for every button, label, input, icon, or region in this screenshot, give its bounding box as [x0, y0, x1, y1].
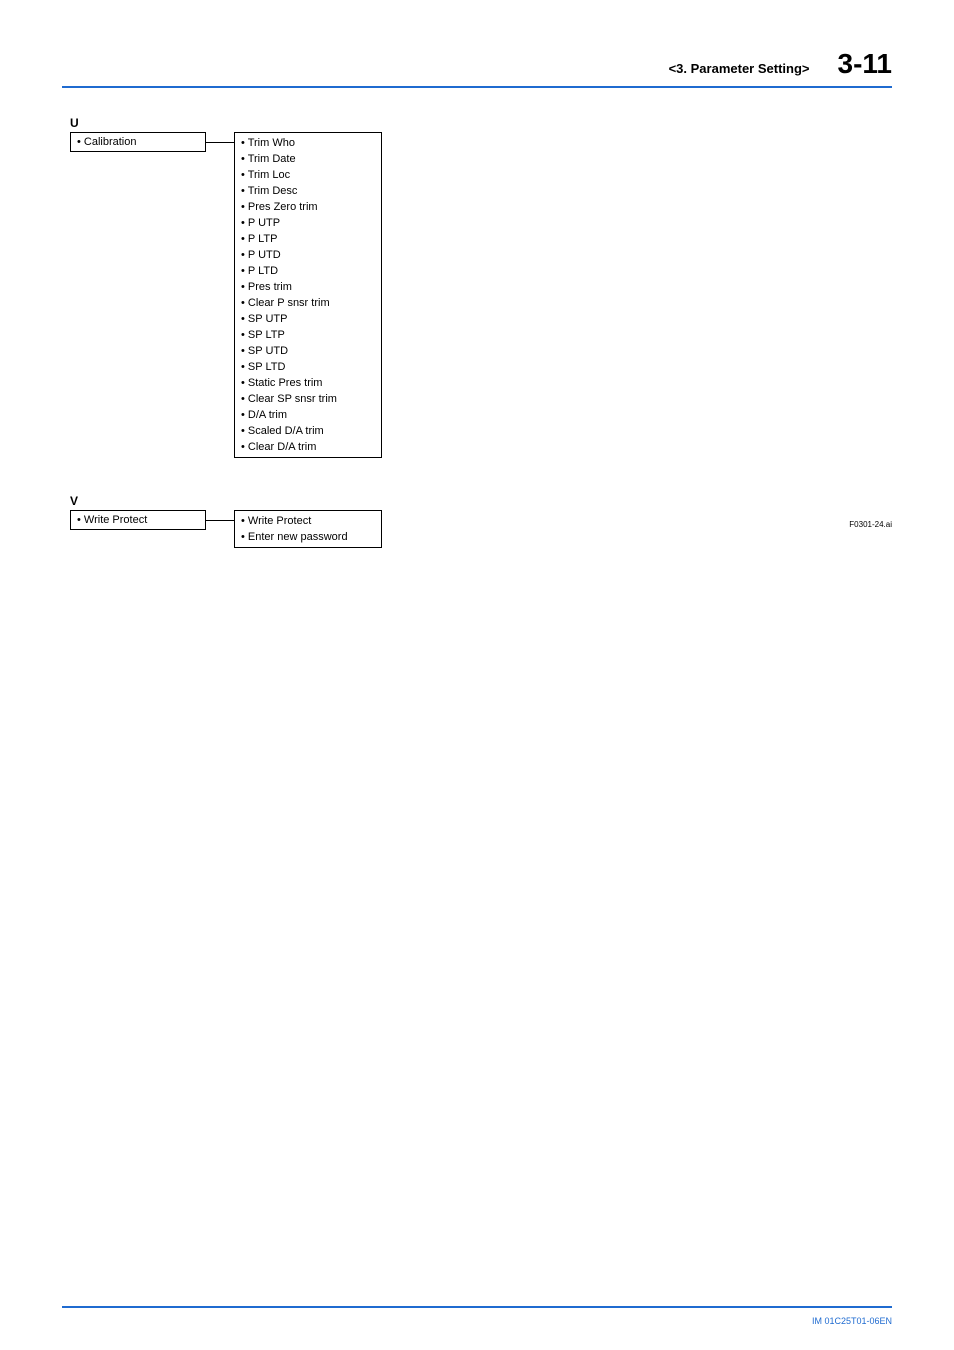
- list-item: • Trim Date: [241, 151, 375, 167]
- figure-reference: F0301-24.ai: [849, 520, 892, 529]
- section-letter-u: U: [70, 116, 892, 130]
- page-header: <3. Parameter Setting> 3-11: [62, 48, 892, 86]
- tree-u-right-box: • Trim Who• Trim Date• Trim Loc• Trim De…: [234, 132, 382, 458]
- list-item: • SP LTD: [241, 359, 375, 375]
- section-letter-v: V: [70, 494, 892, 508]
- footer-rule: [62, 1306, 892, 1308]
- list-item: • Static Pres trim: [241, 375, 375, 391]
- tree-v-connector: [206, 510, 234, 530]
- footer-doc-id: IM 01C25T01-06EN: [812, 1316, 892, 1326]
- list-item: • D/A trim: [241, 407, 375, 423]
- list-item: • Write Protect: [241, 513, 375, 529]
- tree-v-right-box: • Write Protect• Enter new password: [234, 510, 382, 548]
- list-item: • Clear P snsr trim: [241, 295, 375, 311]
- list-item: • P LTP: [241, 231, 375, 247]
- list-item: • SP LTP: [241, 327, 375, 343]
- list-item: • P UTD: [241, 247, 375, 263]
- list-item: • SP UTD: [241, 343, 375, 359]
- list-item: • Scaled D/A trim: [241, 423, 375, 439]
- tree-u-connector: [206, 132, 234, 152]
- content-area: U • Calibration • Trim Who• Trim Date• T…: [62, 88, 892, 548]
- tree-v-left-box: • Write Protect: [70, 510, 206, 530]
- header-section-title: <3. Parameter Setting>: [669, 61, 810, 76]
- list-item: • Trim Loc: [241, 167, 375, 183]
- list-item: • Clear SP snsr trim: [241, 391, 375, 407]
- tree-u-left-label: • Calibration: [77, 136, 137, 148]
- tree-u: • Calibration • Trim Who• Trim Date• Tri…: [70, 132, 892, 458]
- tree-v-left-label: • Write Protect: [77, 514, 147, 526]
- list-item: • Enter new password: [241, 529, 375, 545]
- list-item: • Trim Who: [241, 135, 375, 151]
- list-item: • P UTP: [241, 215, 375, 231]
- list-item: • Trim Desc: [241, 183, 375, 199]
- header-page-number: 3-11: [838, 48, 893, 80]
- page: <3. Parameter Setting> 3-11 U • Calibrat…: [0, 0, 954, 1350]
- list-item: • P LTD: [241, 263, 375, 279]
- list-item: • Pres Zero trim: [241, 199, 375, 215]
- list-item: • Pres trim: [241, 279, 375, 295]
- tree-u-left-box: • Calibration: [70, 132, 206, 152]
- tree-v: • Write Protect • Write Protect• Enter n…: [70, 510, 892, 548]
- list-item: • Clear D/A trim: [241, 439, 375, 455]
- list-item: • SP UTP: [241, 311, 375, 327]
